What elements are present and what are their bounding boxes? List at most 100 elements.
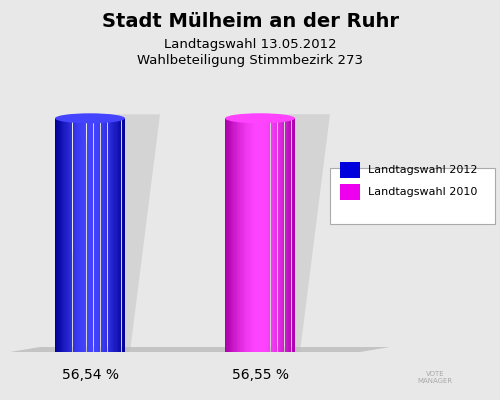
Bar — [106, 118, 108, 352]
Text: 56,54 %: 56,54 % — [62, 368, 118, 382]
Bar — [281, 118, 282, 352]
Bar — [84, 118, 86, 352]
Bar — [248, 118, 250, 352]
Text: Wahlbeteiligung Stimmbezirk 273: Wahlbeteiligung Stimmbezirk 273 — [137, 54, 363, 67]
Bar — [266, 118, 267, 352]
Bar — [258, 118, 259, 352]
Bar — [233, 118, 234, 352]
Bar — [122, 118, 124, 352]
Polygon shape — [10, 347, 390, 352]
Bar — [86, 118, 88, 352]
Bar — [124, 118, 125, 352]
Bar — [254, 118, 256, 352]
Bar — [70, 118, 71, 352]
Bar — [270, 118, 272, 352]
Bar — [58, 118, 59, 352]
Polygon shape — [230, 114, 330, 352]
Bar — [105, 118, 106, 352]
Bar — [234, 118, 236, 352]
Bar — [92, 118, 94, 352]
Bar — [111, 118, 112, 352]
Bar — [117, 118, 118, 352]
Bar — [89, 118, 90, 352]
Text: Landtagswahl 2010: Landtagswahl 2010 — [368, 187, 477, 197]
Bar — [98, 118, 100, 352]
Bar — [250, 118, 252, 352]
Text: 56,55 %: 56,55 % — [232, 368, 288, 382]
Bar — [72, 118, 74, 352]
Bar — [261, 118, 262, 352]
Bar — [100, 118, 102, 352]
Text: Stadt Mülheim an der Ruhr: Stadt Mülheim an der Ruhr — [102, 12, 399, 31]
Bar — [108, 118, 110, 352]
Bar — [294, 118, 295, 352]
Bar — [292, 118, 294, 352]
Bar — [55, 118, 56, 352]
Bar — [290, 118, 292, 352]
Bar — [64, 118, 66, 352]
Bar — [96, 118, 97, 352]
Bar — [56, 118, 58, 352]
Bar — [83, 118, 84, 352]
Bar — [236, 118, 238, 352]
Bar — [288, 118, 289, 352]
Bar — [228, 118, 230, 352]
Bar — [267, 118, 268, 352]
Bar — [226, 118, 228, 352]
Bar — [91, 118, 92, 352]
Bar — [68, 118, 69, 352]
Bar — [104, 118, 105, 352]
Bar — [103, 118, 104, 352]
Bar — [272, 118, 273, 352]
Bar — [119, 118, 120, 352]
Bar — [110, 118, 111, 352]
Bar — [259, 118, 260, 352]
Bar — [231, 118, 232, 352]
Bar — [116, 118, 117, 352]
Bar — [62, 118, 63, 352]
Bar — [60, 118, 61, 352]
Bar — [82, 118, 83, 352]
Text: Landtagswahl 2012: Landtagswahl 2012 — [368, 165, 477, 175]
Bar — [282, 118, 284, 352]
Bar — [76, 118, 77, 352]
Bar — [120, 118, 122, 352]
Bar — [230, 118, 231, 352]
Bar — [287, 118, 288, 352]
Bar — [268, 118, 270, 352]
Bar — [225, 118, 226, 352]
Bar — [240, 118, 242, 352]
Bar — [247, 118, 248, 352]
Bar — [77, 118, 78, 352]
Bar — [340, 184, 360, 200]
Bar — [118, 118, 119, 352]
Bar — [260, 118, 261, 352]
Bar — [61, 118, 62, 352]
Ellipse shape — [225, 113, 295, 123]
Text: Landtagswahl 13.05.2012: Landtagswahl 13.05.2012 — [164, 38, 336, 51]
Bar — [112, 118, 114, 352]
Bar — [94, 118, 96, 352]
Bar — [275, 118, 276, 352]
Bar — [75, 118, 76, 352]
Bar — [273, 118, 274, 352]
Bar — [274, 118, 275, 352]
Bar — [238, 118, 239, 352]
Bar — [253, 118, 254, 352]
Bar — [244, 118, 245, 352]
Bar — [114, 118, 116, 352]
Bar — [264, 118, 266, 352]
Bar — [340, 162, 360, 178]
Bar — [280, 118, 281, 352]
FancyBboxPatch shape — [330, 168, 495, 224]
Bar — [63, 118, 64, 352]
Bar — [69, 118, 70, 352]
Bar — [232, 118, 233, 352]
Bar — [276, 118, 278, 352]
Bar — [245, 118, 246, 352]
Bar — [78, 118, 80, 352]
Bar — [80, 118, 82, 352]
Bar — [252, 118, 253, 352]
Bar — [90, 118, 91, 352]
Bar — [102, 118, 103, 352]
